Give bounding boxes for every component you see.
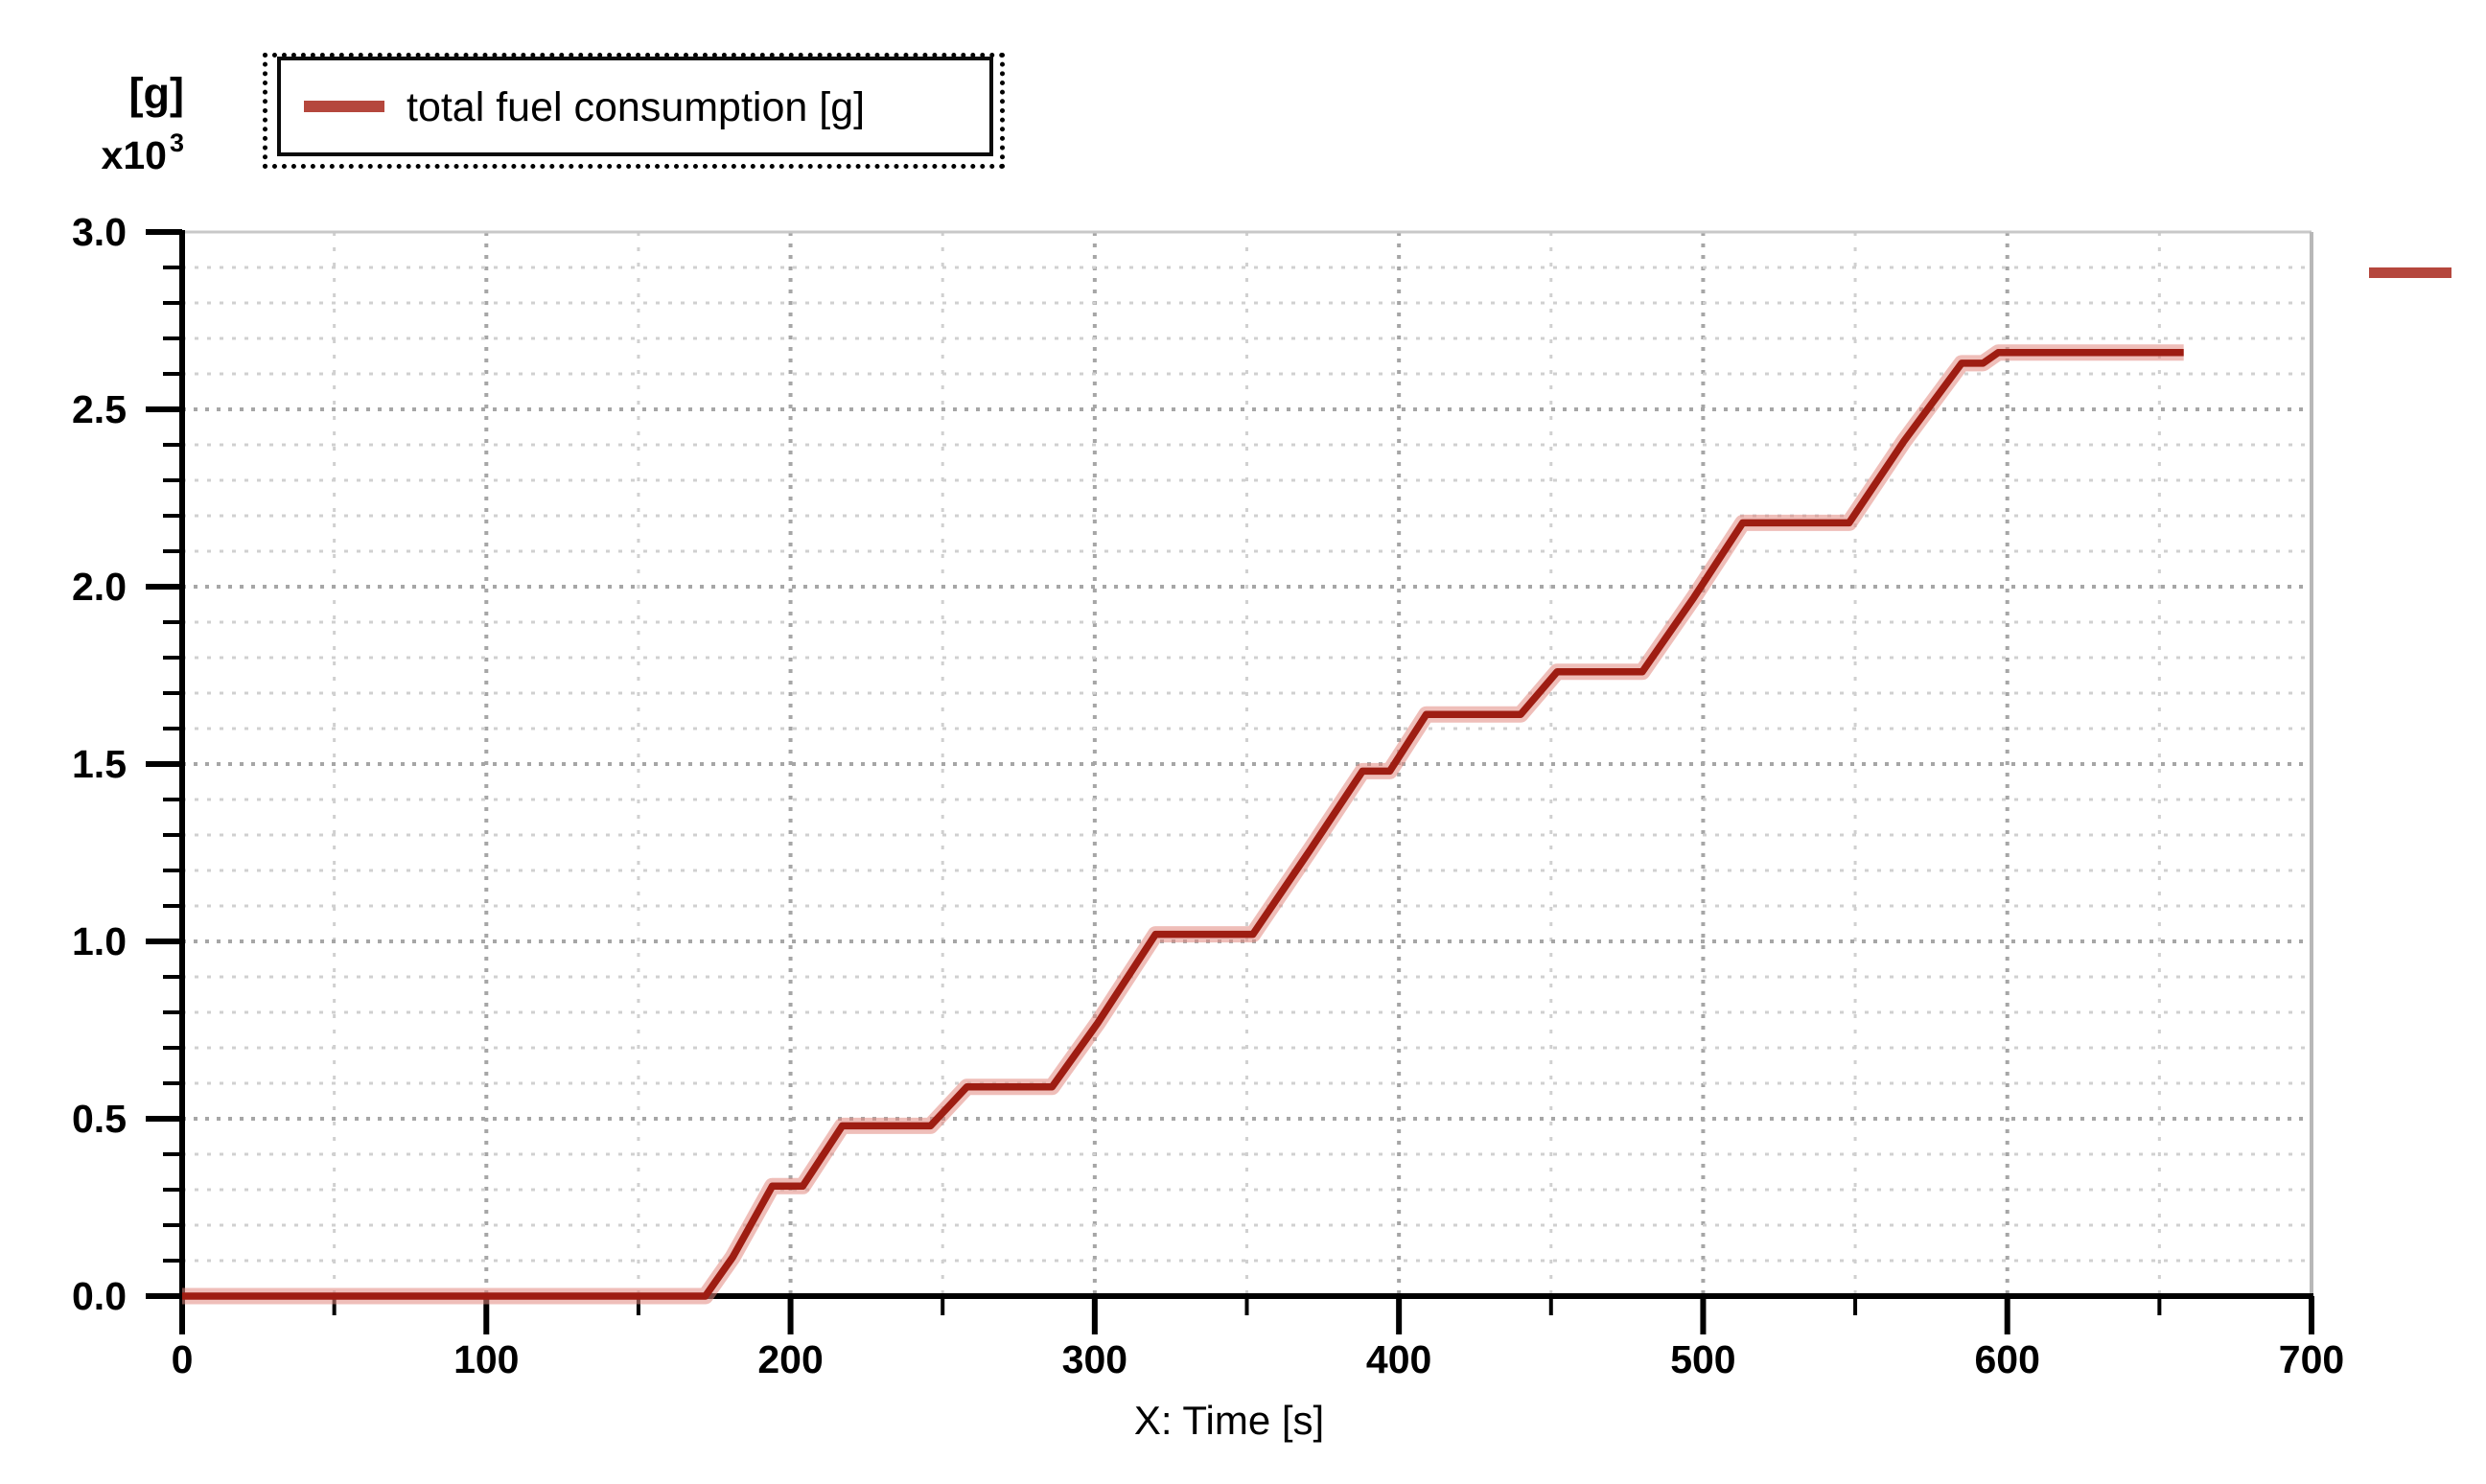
plot-borders bbox=[179, 230, 2313, 1296]
grid bbox=[182, 232, 2312, 1296]
tick-label: 500 bbox=[1670, 1337, 1735, 1381]
tick-label: 700 bbox=[2279, 1337, 2344, 1381]
legend-box[interactable] bbox=[277, 57, 993, 156]
y-axis-multiplier-label: x10 3 bbox=[101, 128, 184, 178]
series-total-fuel-consumption bbox=[182, 344, 2184, 1305]
tick-label: 0.5 bbox=[72, 1097, 127, 1141]
tick-label: 600 bbox=[1975, 1337, 2040, 1381]
legend-series-label: total fuel consumption [g] bbox=[407, 84, 866, 130]
legend-line-swatch bbox=[304, 101, 384, 112]
tick-label: 1.0 bbox=[72, 919, 127, 963]
y-tick-labels: 0.0 0.5 1.0 1.5 2.0 2.5 3.0 bbox=[72, 210, 127, 1318]
tick-label: 100 bbox=[453, 1337, 519, 1381]
y-axis-unit-label: [g] bbox=[128, 69, 184, 118]
tick-label: 0.0 bbox=[72, 1274, 127, 1318]
tick-label: 0 bbox=[172, 1337, 194, 1381]
axis-ticks bbox=[146, 229, 2314, 1334]
series-color-dash bbox=[2369, 267, 2451, 278]
x-tick-labels: 0 100 200 300 400 500 600 700 bbox=[172, 1337, 2345, 1381]
tick-label: 1.5 bbox=[72, 742, 127, 786]
y-axis-unit-block: [g] x10 3 bbox=[38, 71, 184, 176]
tick-label: 400 bbox=[1366, 1337, 1431, 1381]
tick-label: 2.0 bbox=[72, 565, 127, 609]
tick-label: 2.5 bbox=[72, 387, 127, 431]
series-line bbox=[182, 349, 2184, 1300]
y-axis-multiplier-exponent: 3 bbox=[169, 128, 184, 158]
tick-label: 300 bbox=[1062, 1337, 1127, 1381]
x-axis-title: X: Time [s] bbox=[1133, 1398, 1325, 1443]
tick-label: 200 bbox=[757, 1337, 823, 1381]
tick-label: 3.0 bbox=[72, 210, 127, 254]
legend-selection-outline[interactable] bbox=[263, 53, 1005, 169]
